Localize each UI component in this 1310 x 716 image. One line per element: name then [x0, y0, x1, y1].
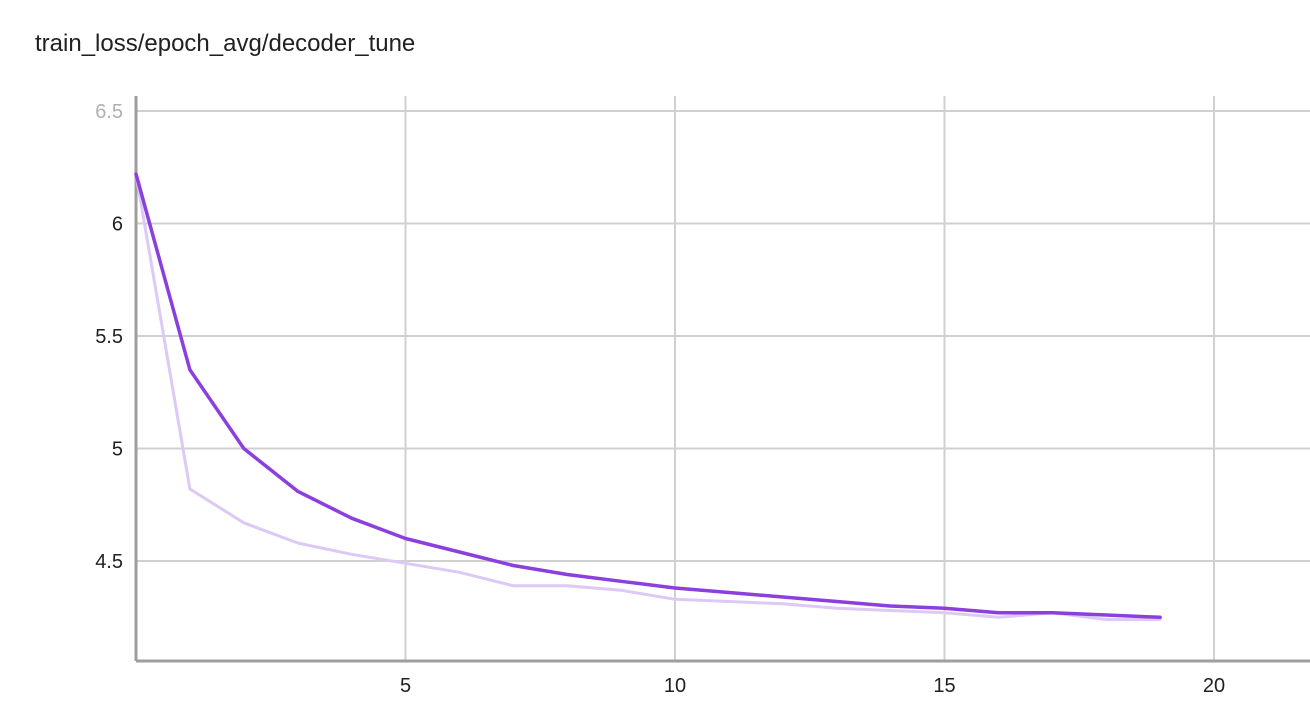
y-tick-label: 4.5	[95, 551, 123, 573]
x-tick-label: 20	[1203, 675, 1225, 697]
smoothed-series-line	[134, 172, 1162, 620]
x-tick-labels: 5 10 15 20	[400, 675, 1225, 697]
y-tick-labels: 4.5 5 5.5 6 6.5	[95, 101, 123, 573]
chart-title: train_loss/epoch_avg/decoder_tune	[35, 30, 416, 57]
x-tick-label: 10	[664, 675, 686, 697]
x-tick-label: 5	[400, 675, 411, 697]
y-tick-label: 5.5	[95, 326, 123, 348]
y-tick-label: 6.5	[95, 101, 123, 123]
x-tick-label: 15	[933, 675, 955, 697]
raw-series-line	[134, 172, 1162, 621]
axes	[134, 96, 1310, 663]
series-lines	[134, 172, 1162, 621]
grid-lines	[136, 96, 1310, 661]
y-tick-label: 5	[112, 439, 123, 461]
y-tick-label: 6	[112, 214, 123, 236]
